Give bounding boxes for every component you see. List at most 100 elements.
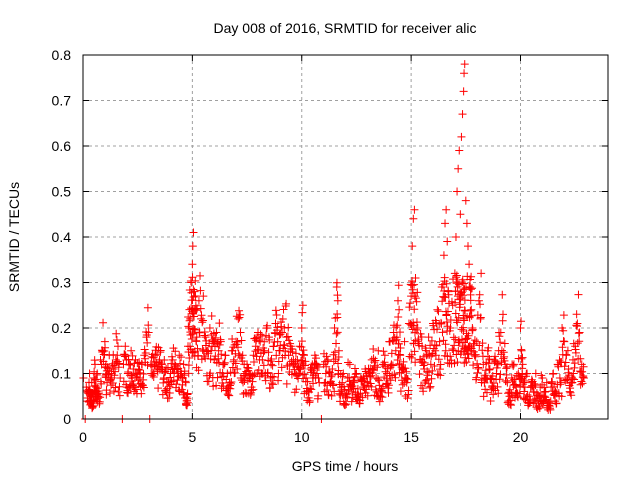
data-point [307, 385, 316, 394]
data-point [575, 337, 584, 346]
data-point [531, 398, 540, 407]
data-point [211, 333, 220, 342]
data-point [510, 380, 519, 389]
data-point [502, 370, 511, 379]
data-point [568, 374, 577, 383]
data-point [496, 338, 505, 347]
data-point [92, 370, 101, 379]
data-point [305, 396, 314, 405]
data-point [427, 374, 436, 383]
data-point [275, 346, 284, 355]
data-point [205, 324, 214, 332]
data-point [112, 329, 121, 338]
data-point [121, 342, 130, 351]
data-point [391, 373, 400, 382]
data-point [456, 210, 465, 219]
data-point [127, 346, 136, 355]
data-point [143, 303, 152, 312]
data-point [299, 350, 308, 359]
data-point [446, 352, 455, 361]
data-point [375, 381, 384, 390]
data-point [329, 381, 338, 390]
data-point [137, 389, 146, 398]
data-point [403, 375, 412, 384]
data-point [443, 307, 452, 316]
data-point [244, 364, 253, 373]
data-point [295, 342, 304, 351]
data-point [469, 361, 478, 370]
data-point [430, 341, 439, 350]
data-point [451, 233, 460, 241]
data-point [288, 348, 297, 357]
data-point [173, 376, 182, 385]
data-point [214, 354, 223, 363]
data-point [412, 325, 421, 334]
data-point [459, 87, 468, 96]
x-tick-label: 20 [513, 429, 529, 445]
data-point [485, 365, 494, 374]
data-point [101, 343, 110, 352]
data-point [237, 336, 246, 345]
data-point [574, 290, 583, 299]
data-point [442, 205, 451, 214]
data-point [229, 357, 238, 366]
data-point [576, 354, 585, 363]
data-point [443, 322, 452, 331]
data-point [445, 326, 454, 335]
data-point [573, 339, 582, 348]
data-point [465, 260, 474, 269]
data-point [240, 360, 249, 369]
data-point [322, 362, 331, 371]
data-point [388, 361, 397, 370]
data-point [575, 328, 584, 337]
data-point [270, 338, 279, 347]
data-point [444, 286, 453, 295]
data-point [292, 385, 301, 394]
data-point [309, 379, 318, 388]
data-point [143, 361, 152, 370]
data-point [277, 363, 286, 372]
x-tick-label: 15 [403, 429, 419, 445]
data-point [247, 386, 256, 395]
data-point [314, 391, 323, 400]
data-point [574, 329, 583, 338]
data-point [419, 352, 428, 361]
data-point [186, 342, 195, 351]
data-point [165, 388, 174, 397]
data-point [559, 337, 568, 346]
data-point [276, 330, 285, 339]
data-point [558, 343, 567, 352]
data-point [369, 354, 378, 363]
data-point [267, 354, 276, 363]
data-point [410, 280, 419, 289]
data-point [298, 301, 307, 310]
data-point [272, 351, 281, 360]
data-point [297, 324, 306, 332]
data-point [160, 368, 169, 377]
data-point [220, 359, 229, 368]
data-point [332, 278, 341, 287]
data-point [137, 360, 146, 369]
data-point [189, 292, 198, 301]
data-point [282, 379, 291, 388]
data-point [579, 371, 588, 380]
data-point [403, 394, 412, 403]
data-point [497, 346, 506, 355]
y-tick-label: 0.5 [52, 184, 72, 200]
data-point [441, 219, 450, 228]
data-point [374, 346, 383, 355]
data-point [330, 348, 339, 357]
data-point [495, 375, 504, 384]
data-point [94, 394, 103, 403]
data-point [460, 60, 469, 69]
data-point [280, 341, 289, 350]
data-point [410, 347, 419, 356]
data-point [348, 393, 357, 402]
data-point [452, 273, 461, 282]
data-point [430, 361, 439, 370]
data-points [79, 60, 588, 423]
data-point [479, 392, 488, 401]
data-point [329, 357, 338, 366]
data-point [449, 333, 458, 342]
